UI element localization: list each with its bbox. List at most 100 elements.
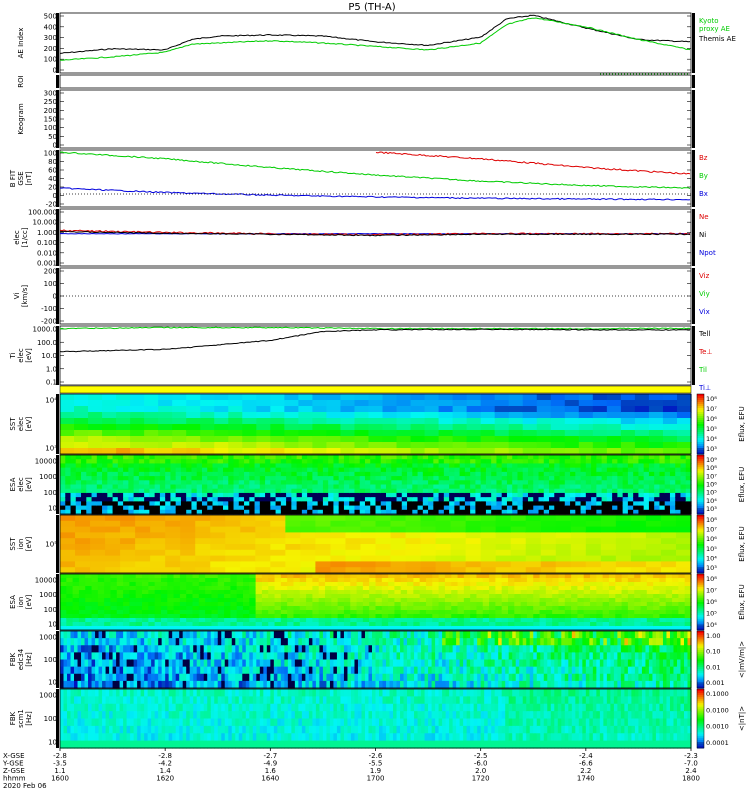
spectrogram-cell [207, 468, 213, 473]
spectrogram-cell [323, 506, 329, 511]
spectrogram-cell [382, 578, 389, 583]
series-line-bfit [60, 152, 690, 189]
spectrogram-cell [116, 406, 131, 413]
spectrogram-cell [466, 544, 482, 550]
spectrogram-cell [60, 472, 66, 477]
spectrogram-cell [281, 501, 287, 506]
spectrogram-cell [661, 515, 677, 521]
spectrogram-cell [186, 442, 201, 449]
spectrogram-cell [411, 667, 415, 675]
spectrogram-cell [628, 489, 634, 494]
spectrogram-cell [481, 463, 487, 468]
spectrogram-cell [621, 442, 636, 449]
spectrogram-cell [74, 424, 89, 431]
spectrogram-cell [60, 602, 67, 607]
spectrogram-cell [491, 463, 497, 468]
left-tick-bar [56, 75, 59, 88]
spectrogram-cell [249, 660, 253, 668]
spectrogram-cell [360, 527, 376, 533]
spectrogram-cell [397, 472, 403, 477]
spectrogram-cell [183, 667, 187, 675]
spectrogram-cell [73, 590, 80, 595]
spectrogram-cell [552, 586, 559, 591]
spectrogram-cell [228, 638, 232, 646]
spectrogram-cell [445, 590, 452, 595]
spectrogram-cell [92, 667, 96, 675]
spectrogram-cell [218, 674, 222, 682]
spectrogram-cell [565, 594, 572, 599]
spectrogram-cell [612, 472, 618, 477]
spectrogram-cell [225, 527, 241, 533]
spectrogram-cell [344, 489, 350, 494]
spectrogram-cell [295, 674, 299, 682]
spectrogram-cell [287, 602, 294, 607]
spectrogram-cell [641, 598, 648, 603]
spectrogram-cell [376, 493, 382, 498]
spectrogram-cell [302, 667, 306, 675]
spectrogram-cell [71, 631, 75, 639]
spectrogram-cell [323, 681, 327, 689]
spectrogram-cell [644, 463, 650, 468]
spectrogram-cell [340, 652, 344, 660]
spectrogram-cell [680, 463, 686, 468]
spectrogram-cell [195, 521, 211, 527]
spectrogram-cell [361, 667, 365, 675]
spectrogram-cell [433, 468, 439, 473]
spectrogram-cell [502, 622, 509, 627]
spectrogram-cell [615, 594, 622, 599]
spectrogram-cell [195, 538, 211, 544]
spectrogram-cell [134, 493, 140, 498]
spectrogram-cell [155, 618, 162, 623]
spectrogram-cell [649, 506, 655, 511]
spectrogram-cell [270, 501, 276, 506]
spectrogram-cell [76, 506, 82, 511]
spectrogram-cell [315, 527, 331, 533]
spectrogram-cell [565, 412, 580, 419]
y-tick-label: -20 [46, 201, 57, 209]
spectrogram-cell [224, 582, 231, 587]
spectrogram-cell [158, 418, 173, 425]
spectrogram-cell [628, 468, 634, 473]
spectrogram-cell [357, 610, 364, 615]
spectrogram-cell [260, 459, 266, 464]
spectrogram-cell [64, 674, 68, 682]
spectrogram-cell [365, 485, 371, 490]
spectrogram-cell [148, 631, 152, 639]
spectrogram-cell [537, 436, 552, 443]
spectrogram-cell [621, 424, 636, 431]
spectrogram-cell [370, 497, 376, 502]
spectrogram-cell [558, 610, 565, 615]
spectrogram-cell [616, 532, 632, 538]
spectrogram-cell [265, 472, 271, 477]
spectrogram-cell [179, 645, 183, 653]
spectrogram-cell [95, 652, 99, 660]
spectrogram-cell [328, 463, 334, 468]
spectrogram-cell [113, 468, 119, 473]
spectrogram-cell [284, 424, 299, 431]
spectrogram-cell [176, 667, 180, 675]
spectrogram-cell [218, 493, 224, 498]
legend-entry: Ni [699, 231, 706, 239]
spectrogram-cell [256, 681, 260, 689]
spectrogram-cell [420, 606, 427, 611]
spectrogram-cell [586, 468, 592, 473]
spectrogram-cell [298, 631, 302, 639]
spectrogram-cell [306, 602, 313, 607]
spectrogram-cell [319, 590, 326, 595]
spectrogram-cell [149, 480, 155, 485]
spectrogram-cell [81, 660, 85, 668]
spectrogram-cell [646, 521, 662, 527]
spectrogram-cell [552, 610, 559, 615]
spectrogram-cell [397, 681, 401, 689]
spectrogram-cell [104, 574, 111, 579]
spectrogram-cell [345, 532, 361, 538]
spectrogram-cell [144, 472, 150, 477]
spectrogram-cell [306, 606, 313, 611]
spectrogram-cell [454, 485, 460, 490]
spectrogram-cell [102, 459, 108, 464]
spectrogram-cell [275, 574, 282, 579]
spectrogram-cell [130, 631, 134, 639]
spectrogram-cell [333, 497, 339, 502]
spectrogram-cell [128, 455, 134, 460]
spectrogram-cell [376, 459, 382, 464]
